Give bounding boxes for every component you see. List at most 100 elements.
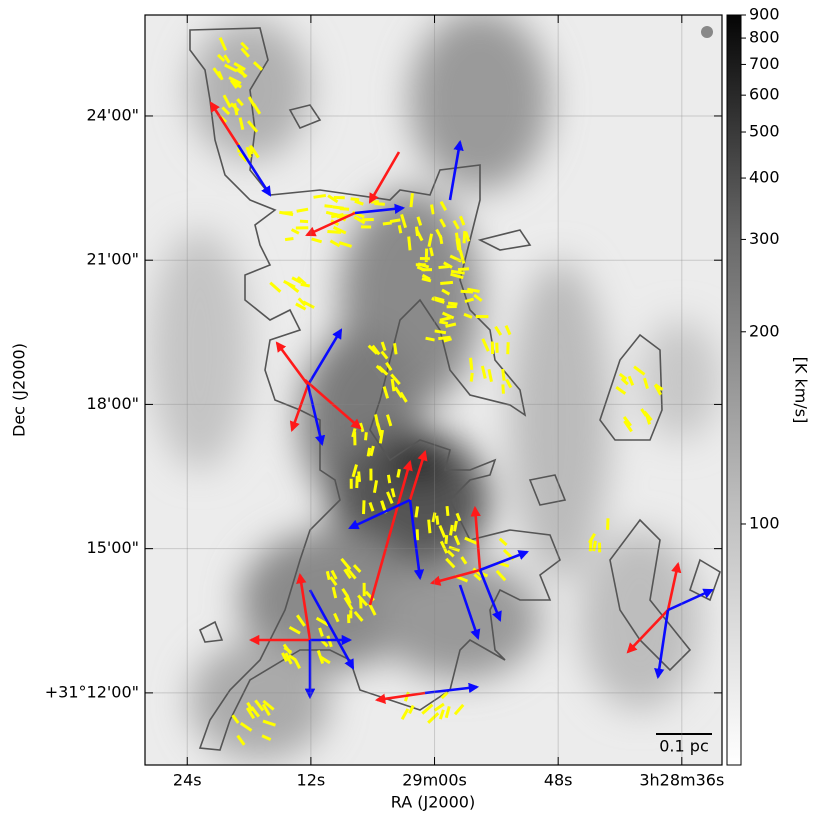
polarization-segment [355,475,359,489]
polarization-segment [370,200,379,204]
polarization-segment [236,734,246,746]
colorbar-tick-label: 400 [749,168,780,187]
polarization-segment [460,289,474,294]
polarization-segment [296,614,306,627]
polarization-segment [231,714,240,724]
y-tick-label: 15'00" [87,538,139,557]
polarization-segment [449,524,454,536]
polarization-segment [421,703,434,715]
polarization-segment [457,267,470,272]
polarization-segment [445,505,450,516]
polarization-segment [236,98,244,107]
polarization-segment [313,193,327,199]
polarization-segment [351,464,358,478]
polarization-segment [618,372,628,381]
polarization-segment [439,218,447,228]
y-tick-label: 21'00" [87,250,139,269]
polarization-segment [416,216,423,226]
x-axis-label: RA (J2000) [391,793,475,812]
polarization-segment [327,229,342,234]
y-tick-label: +31°12'00" [45,682,139,701]
colorbar-tick-label: 100 [749,513,780,532]
polarization-segment [283,279,296,289]
polarization-segment [390,378,396,392]
polarization-segment [212,67,222,79]
polarization-segment [439,316,451,322]
polarization-segment [439,200,448,211]
polarization-segment [238,152,248,163]
polarization-segment [297,297,307,307]
polarization-segment [302,300,315,309]
polarization-segment [357,471,362,483]
polarization-segment [382,221,392,226]
polarization-segment [329,239,341,248]
polarization-segment [434,329,447,335]
polarization-segment [386,414,393,427]
polarization-segment [385,361,393,372]
polarization-segment [453,703,465,716]
polarization-segment [380,341,387,352]
polarization-segment [224,63,238,73]
polarization-segment [290,228,300,235]
polarization-segment [390,373,401,386]
polarization-segment [627,375,635,386]
polarization-segment [283,646,293,654]
polarization-segment [469,372,474,382]
polarization-segment [453,535,461,546]
beam [701,26,713,38]
polarization-segment [622,416,633,427]
polarization-segment [453,520,458,532]
outflow-arrows [209,101,714,704]
polarization-segment [284,652,293,665]
polarization-segment [326,635,333,648]
polarization-segment [440,280,454,286]
polarization-segment [339,207,350,211]
polarization-segment [393,386,404,399]
polarization-segment [414,226,420,237]
polarization-segment [438,335,451,341]
polarization-segment [288,626,301,635]
polarization-segment [435,515,440,525]
polarization-segment [408,704,415,715]
colorbar-tick-label: 300 [749,229,780,248]
polarization-segment [354,199,364,206]
polarization-segment [333,612,340,623]
polarization-segment [375,364,385,374]
polarization-segment [353,215,366,225]
colorbar-tick-label: 800 [749,28,780,47]
polarization-segment [441,288,451,296]
polarization-segment [218,37,228,51]
polarization-segment [329,576,338,586]
polarization-segment [332,225,347,235]
polarization-segment [443,261,453,269]
polarization-segment [443,337,452,343]
polarization-segment [284,237,294,242]
polarization-segment [433,702,445,712]
polarization-segment [249,145,254,155]
polarization-segment [374,414,380,427]
polarization-segment [330,569,338,580]
polarization-segment [439,540,449,554]
polarization-segment [438,709,445,720]
polarization-segment [633,365,646,376]
colorbar [726,14,742,766]
polarization-segment [341,587,349,598]
colorbar-tick-label: 200 [749,321,780,340]
polarization-segment [429,247,434,257]
polarization-segments [212,37,664,746]
polarization-segment [399,391,408,403]
polarization-segment [345,567,357,580]
polarization-segment [374,202,385,206]
polarization-segment [223,54,231,64]
polarization-segment [324,204,333,209]
polarization-segment [430,204,435,215]
x-tick-label: 29m00s [402,771,467,790]
polarization-segment [480,365,487,379]
polarization-segment [444,705,451,719]
polarization-segment [246,120,259,133]
polarization-segment [357,594,369,607]
x-tick-label: 48s [544,771,573,790]
polarization-segment [389,218,401,224]
polarization-segment [345,594,352,605]
polarization-segment [445,557,456,569]
